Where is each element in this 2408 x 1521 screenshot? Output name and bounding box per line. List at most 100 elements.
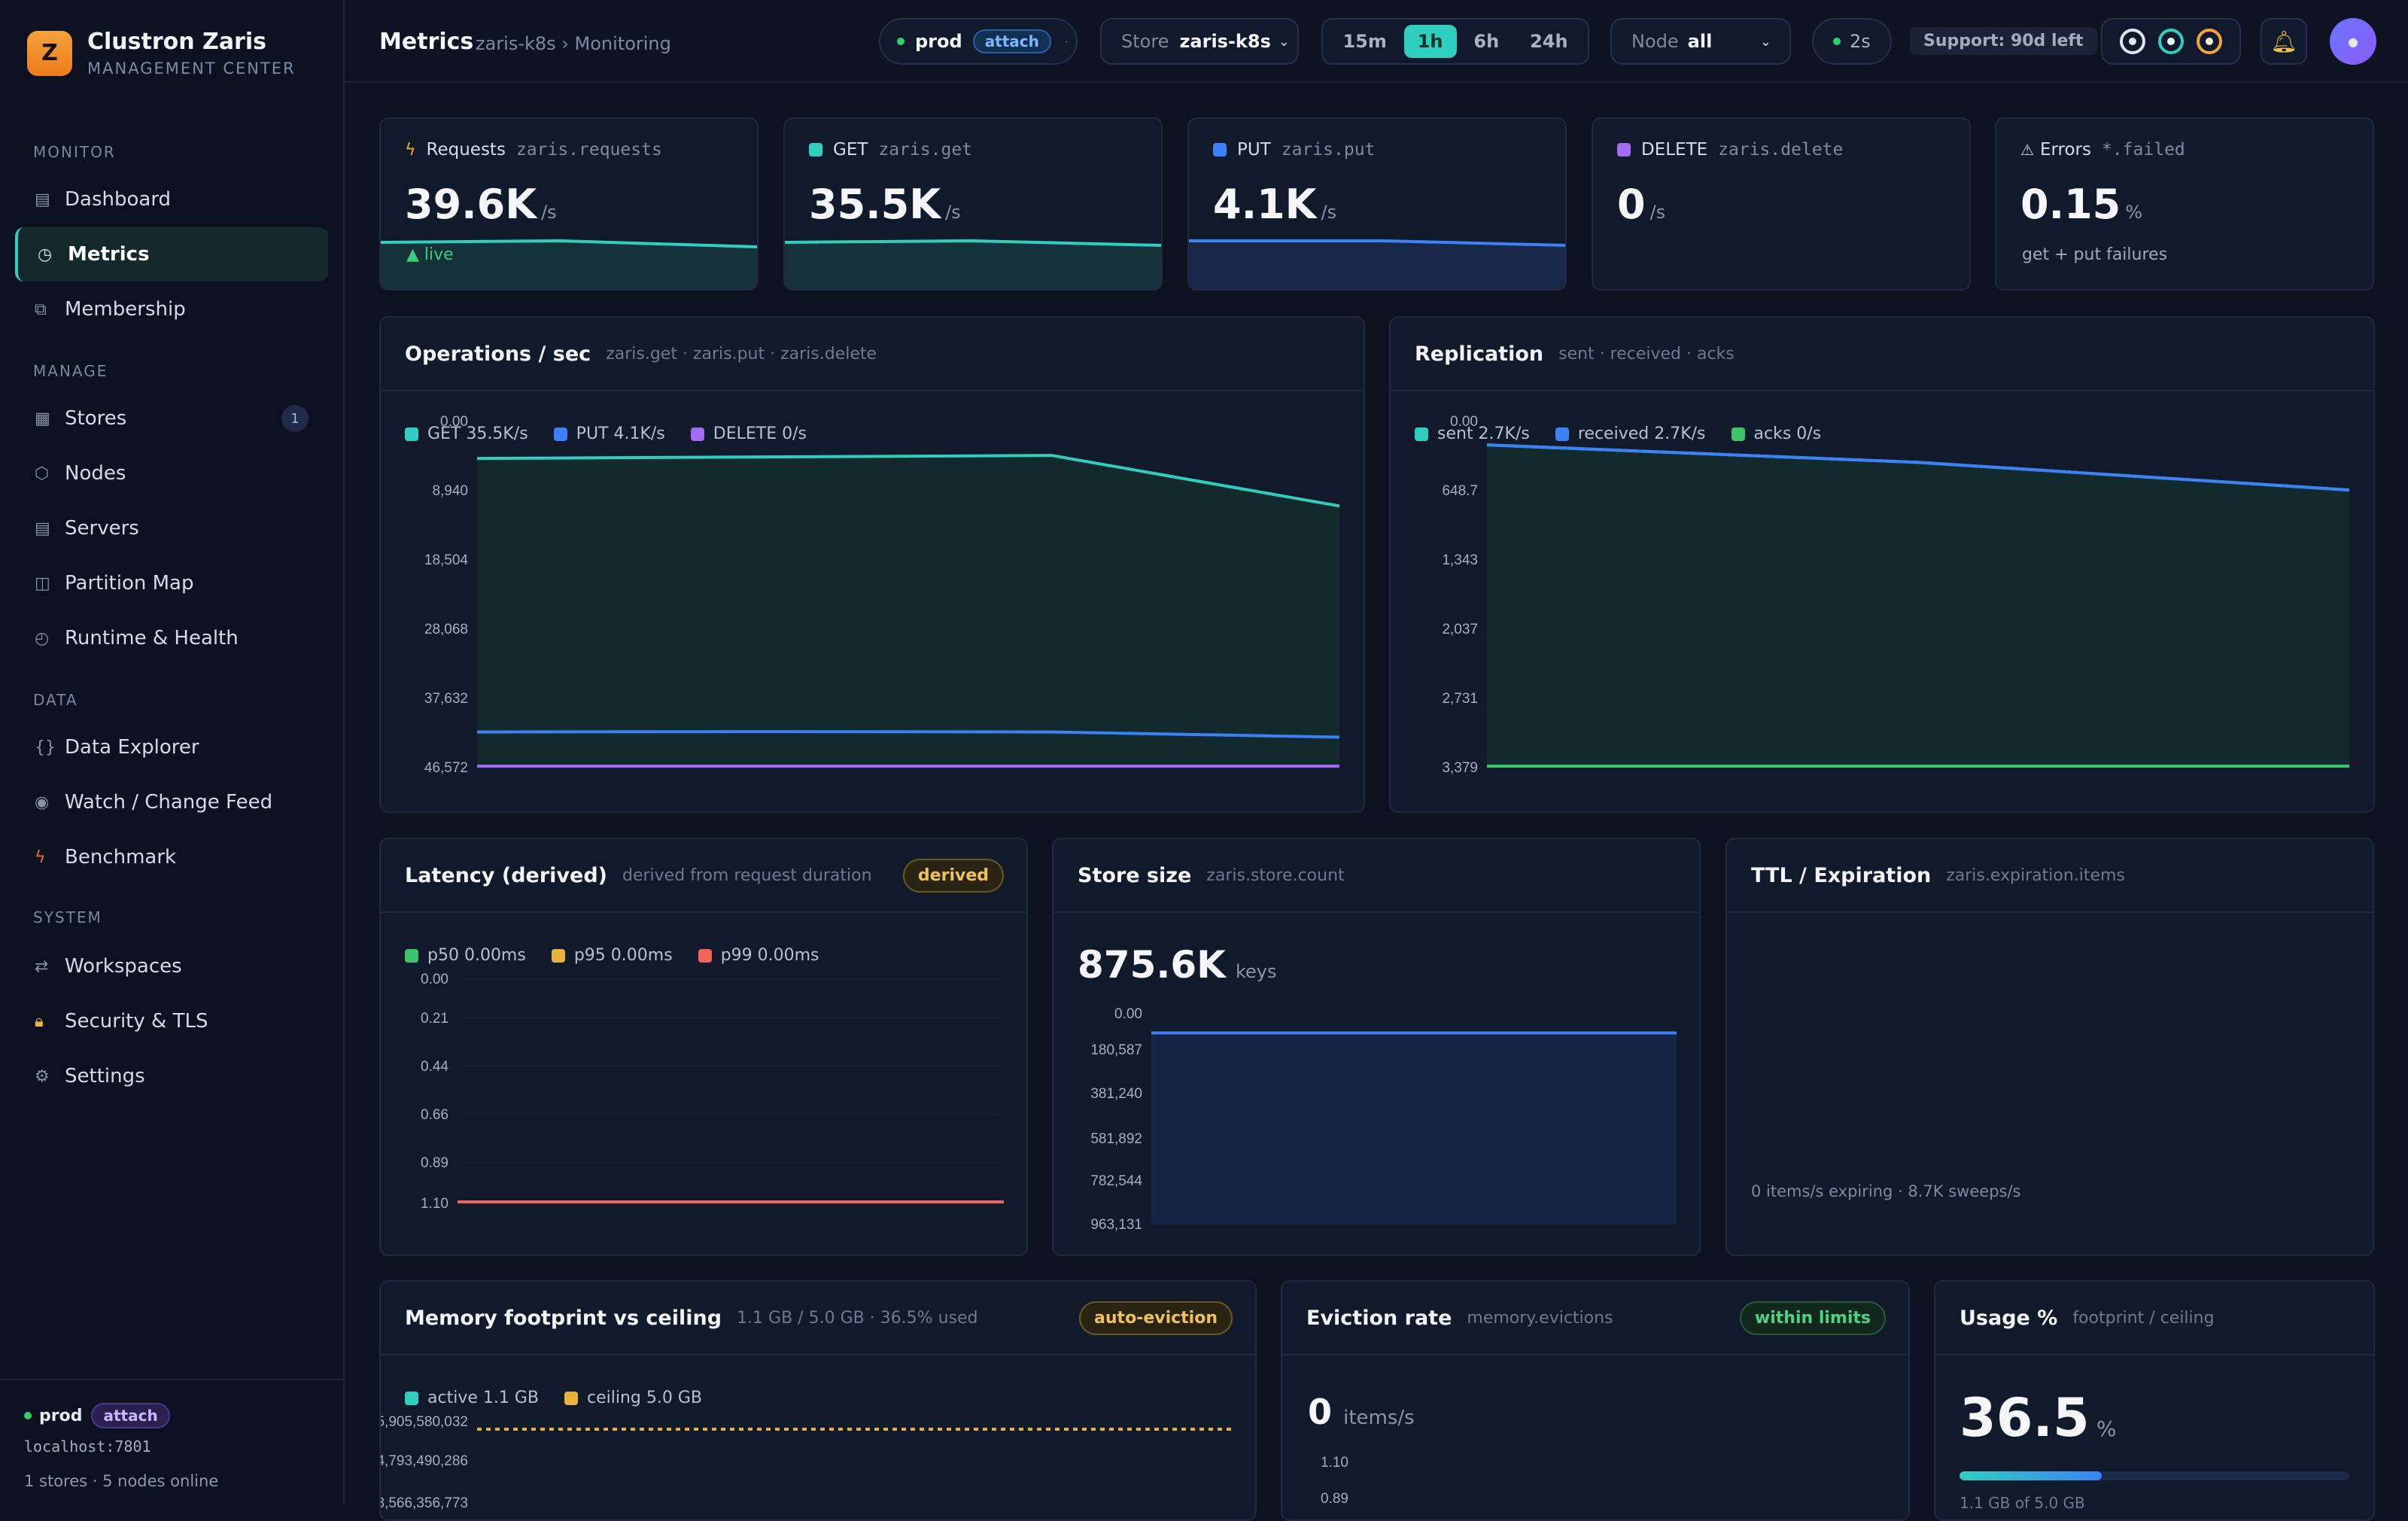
y-tick-label: 0.44 <box>421 1059 448 1075</box>
sidebar-item-data-explorer[interactable]: {} Data Explorer <box>15 720 328 774</box>
auto-eviction-badge: auto-eviction <box>1079 1300 1233 1335</box>
usage-note: 1.1 GB of 5.0 GB <box>1960 1494 2085 1512</box>
panel-subtitle: footprint / ceiling <box>2072 1308 2215 1328</box>
kpi-card-get: GET zaris.get 35.5K/s <box>783 117 1163 291</box>
chart-legend: active 1.1 GB ceiling 5.0 GB <box>405 1389 728 1407</box>
panel-subtitle: memory.evictions <box>1467 1308 1613 1328</box>
kpi-unit: /s <box>1649 202 1666 223</box>
kpi-card-errors: ⚠ Errors *.failed 0.15% get + put failur… <box>1995 117 2374 291</box>
kpi-value: 0 <box>1617 181 1646 228</box>
footer-stats: 1 stores · 5 nodes online <box>24 1472 219 1490</box>
sidebar-item-watch-change-feed[interactable]: ◉ Watch / Change Feed <box>15 775 328 829</box>
theme-orange-icon[interactable] <box>2197 29 2223 54</box>
sidebar-item-label: Security & TLS <box>65 1010 208 1033</box>
delete-swatch <box>1617 143 1631 157</box>
app-subtitle: MANAGEMENT CENTER <box>87 59 296 78</box>
range-24h[interactable]: 24h <box>1530 31 1568 52</box>
panel-title: Store size <box>1078 863 1192 887</box>
eviction-unit: items/s <box>1343 1407 1415 1429</box>
within-limits-badge: within limits <box>1739 1300 1886 1335</box>
sidebar-item-partition-map[interactable]: ◫ Partition Map <box>15 556 328 610</box>
theme-teal-icon[interactable] <box>2157 29 2184 54</box>
range-15m[interactable]: 15m <box>1342 31 1387 52</box>
panel-subtitle: sent · received · acks <box>1558 344 1735 364</box>
series-line-sent <box>1486 443 2350 492</box>
usage-value: 36.5 <box>1960 1387 2090 1449</box>
legend-item-get[interactable]: GET 35.5K/s <box>405 424 528 443</box>
nav-section-manage: MANAGE <box>33 362 108 380</box>
sidebar-item-membership[interactable]: ⧉ Membership <box>15 282 328 336</box>
kpi-value: 4.1K <box>1213 181 1317 228</box>
series-line-received <box>1486 443 2350 492</box>
env-selector[interactable]: prod attach · <box>879 18 1078 65</box>
kpi-card-put: PUT zaris.put 4.1K/s <box>1187 117 1567 291</box>
y-tick-label: 180,587 <box>1090 1042 1142 1058</box>
sidebar-item-settings[interactable]: ⚙ Settings <box>15 1049 328 1103</box>
sidebar-item-label: Watch / Change Feed <box>65 791 273 814</box>
sidebar: Z Clustron Zaris MANAGEMENT CENTER MONIT… <box>0 0 345 1505</box>
legend-item-put[interactable]: PUT 4.1K/s <box>553 424 665 443</box>
kpi-metric: zaris.put <box>1281 140 1376 160</box>
series-area-keys <box>1151 1033 1677 1224</box>
legend-item-ceiling[interactable]: ceiling 5.0 GB <box>564 1389 702 1407</box>
sidebar-item-stores[interactable]: ▦ Stores 1 <box>15 391 328 446</box>
sidebar-item-benchmark[interactable]: ϟ Benchmark <box>15 830 328 884</box>
y-tick-label: 2,731 <box>1442 691 1478 707</box>
kpi-unit: /s <box>1321 202 1337 223</box>
node-selector[interactable]: Node all ⌄ <box>1610 18 1791 65</box>
sidebar-item-workspaces[interactable]: ⇄ Workspaces <box>15 939 328 993</box>
footer-mode-badge: attach <box>91 1403 170 1428</box>
kpi-unit: % <box>2125 202 2143 223</box>
y-tick-label: 0.21 <box>421 1011 448 1027</box>
kpi-label: DELETE <box>1641 140 1708 160</box>
sidebar-item-label: Dashboard <box>65 188 172 211</box>
sidebar-item-label: Nodes <box>65 462 126 485</box>
panel-subtitle: zaris.store.count <box>1206 865 1345 885</box>
panel-subtitle: derived from request duration <box>622 865 872 885</box>
kpi-label: PUT <box>1237 140 1271 160</box>
sidebar-item-metrics[interactable]: ◷ Metrics <box>15 227 328 281</box>
legend-item-p50[interactable]: p50 0.00ms <box>405 946 526 965</box>
kpi-unit: /s <box>541 202 557 223</box>
y-tick-label: 28,068 <box>424 622 468 637</box>
panel-title: Eviction rate <box>1306 1306 1452 1330</box>
legend-item-acks[interactable]: acks 0/s <box>1731 424 1821 443</box>
legend-item-delete[interactable]: DELETE 0/s <box>690 424 807 443</box>
panel-subtitle: zaris.get · zaris.put · zaris.delete <box>606 344 877 364</box>
bolt-icon: ϟ <box>405 140 416 160</box>
warning-icon: ⚠ <box>2020 141 2034 159</box>
theme-dark-icon[interactable] <box>2119 29 2145 54</box>
sidebar-item-runtime-health[interactable]: ◴ Runtime & Health <box>15 611 328 665</box>
legend-item-sent[interactable]: sent 2.7K/s <box>1415 424 1530 443</box>
env-status-dot <box>897 38 905 45</box>
legend-item-p99[interactable]: p99 0.00ms <box>698 946 819 965</box>
y-tick-label: 37,632 <box>424 691 468 707</box>
sidebar-item-label: Stores <box>65 407 127 430</box>
sidebar-item-label: Servers <box>65 517 139 540</box>
nav-section-data: DATA <box>33 691 78 709</box>
brand: Z Clustron Zaris MANAGEMENT CENTER <box>27 29 296 78</box>
store-selector[interactable]: Store zaris-k8s ⌄ <box>1100 18 1299 65</box>
range-1h[interactable]: 1h <box>1403 25 1457 58</box>
legend-item-p95[interactable]: p95 0.00ms <box>551 946 673 965</box>
grid-icon: ▤ <box>35 190 50 209</box>
y-tick-label: 0.89 <box>1321 1491 1348 1507</box>
clock-icon: ◴ <box>35 628 50 648</box>
sidebar-item-nodes[interactable]: ⬡ Nodes <box>15 446 328 500</box>
chart-legend: sent 2.7K/s received 2.7K/s acks 0/s <box>1415 424 1847 443</box>
notifications-bell-icon[interactable]: 🔔︎ <box>2261 18 2307 65</box>
legend-item-received[interactable]: received 2.7K/s <box>1555 424 1706 443</box>
avatar[interactable]: ● <box>2330 18 2376 65</box>
env-extra: · <box>1064 34 1069 49</box>
sidebar-item-security-tls[interactable]: 🔒︎ Security & TLS <box>15 994 328 1048</box>
layers-icon: ⧉ <box>35 300 47 319</box>
refresh-interval[interactable]: 2s <box>1812 18 1892 65</box>
sidebar-item-servers[interactable]: ▤ Servers <box>15 501 328 555</box>
sidebar-item-dashboard[interactable]: ▤ Dashboard <box>15 172 328 227</box>
y-tick-label: 381,240 <box>1090 1086 1142 1102</box>
kpi-value: 0.15 <box>2020 181 2121 228</box>
range-6h[interactable]: 6h <box>1473 31 1500 52</box>
operations-panel: Operations / sec zaris.get · zaris.put ·… <box>379 316 1365 813</box>
legend-item-active[interactable]: active 1.1 GB <box>405 1389 539 1407</box>
